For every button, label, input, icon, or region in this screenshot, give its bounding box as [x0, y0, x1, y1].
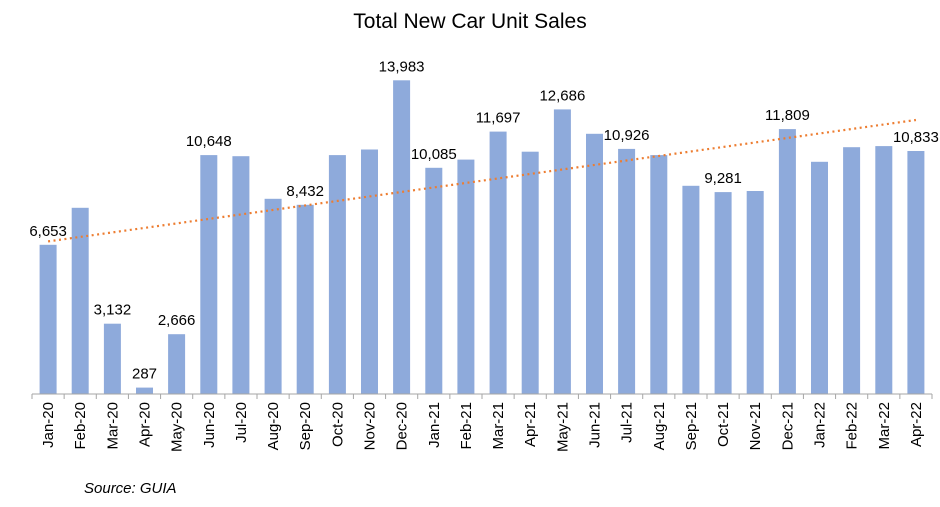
bar-Jun-21 [586, 133, 603, 395]
bar-Dec-20 [393, 80, 411, 395]
bar-Jun-20 [200, 155, 218, 394]
bar-May-20 [168, 334, 186, 394]
bar-Sep-20 [296, 204, 314, 394]
bar-Feb-22 [843, 147, 861, 394]
data-label-May-20: 2,666 [158, 312, 196, 329]
data-label-Jan-20: 6,653 [29, 223, 67, 240]
data-label-Jun-20: 10,648 [186, 133, 232, 150]
bar-Aug-21 [650, 155, 668, 394]
chart-title: Total New Car Unit Sales [353, 10, 587, 33]
x-tick-label-Mar-22: Mar-22 [876, 402, 893, 450]
bar-Jul-21 [618, 148, 636, 394]
bar-Apr-20 [136, 387, 153, 394]
bar-Sep-21 [682, 185, 700, 394]
x-tick-label-Nov-20: Nov-20 [362, 402, 379, 450]
x-tick-label-Sep-21: Sep-21 [683, 402, 700, 450]
bar-Jan-22 [811, 161, 828, 394]
x-tick-label-Oct-20: Oct-20 [329, 402, 346, 447]
data-label-Jul-21: 10,926 [604, 127, 650, 144]
data-label-Oct-21: 9,281 [704, 170, 742, 187]
x-tick-label-Apr-22: Apr-22 [908, 402, 925, 447]
bar-Apr-21 [521, 151, 539, 394]
data-label-Dec-20: 13,983 [379, 58, 425, 75]
x-tick-label-Dec-21: Dec-21 [779, 402, 796, 450]
x-tick-label-Apr-20: Apr-20 [137, 402, 154, 447]
x-tick-label-Jul-20: Jul-20 [233, 402, 250, 443]
x-tick-label-Apr-21: Apr-21 [522, 402, 539, 447]
x-tick-label-Aug-21: Aug-21 [651, 402, 668, 450]
bar-Apr-22 [907, 151, 925, 394]
x-tick-label-Feb-22: Feb-22 [844, 402, 861, 450]
x-tick-label-Jan-21: Jan-21 [426, 402, 443, 448]
x-tick-label-Oct-21: Oct-21 [715, 402, 732, 447]
bar-May-21 [553, 109, 571, 395]
data-label-Apr-22: 10,833 [893, 129, 939, 146]
bar-Aug-20 [264, 198, 282, 394]
x-tick-label-Sep-20: Sep-20 [297, 402, 314, 450]
x-tick-label-Nov-21: Nov-21 [747, 402, 764, 450]
source-note: Source: GUIA [84, 480, 177, 497]
bar-Nov-21 [746, 191, 764, 394]
x-tick-label-Mar-21: Mar-21 [490, 402, 507, 450]
x-tick-label-Jun-20: Jun-20 [201, 402, 218, 448]
bar-Nov-20 [361, 149, 378, 394]
bar-Feb-21 [457, 159, 475, 394]
x-tick-label-Mar-20: Mar-20 [104, 402, 121, 450]
bar-Jan-21 [425, 167, 443, 394]
x-tick-label-Dec-20: Dec-20 [394, 402, 411, 450]
data-label-Jan-21: 10,085 [411, 146, 457, 163]
data-label-May-21: 12,686 [539, 87, 585, 104]
x-tick-label-May-20: May-20 [169, 402, 186, 452]
bar-Mar-21 [489, 131, 507, 394]
x-tick-label-Jun-21: Jun-21 [587, 402, 604, 448]
x-tick-label-Feb-20: Feb-20 [72, 402, 89, 450]
data-label-Apr-20: 287 [132, 366, 157, 383]
bar-Dec-21 [778, 129, 796, 394]
data-label-Mar-20: 3,132 [94, 302, 132, 319]
bar-Mar-22 [875, 146, 893, 394]
bar-Jan-20 [39, 244, 57, 394]
bar-Jul-20 [232, 156, 250, 394]
x-tick-label-May-21: May-21 [554, 402, 571, 452]
bar-Oct-20 [328, 155, 346, 394]
data-label-Mar-21: 11,697 [476, 110, 521, 127]
x-tick-label-Aug-20: Aug-20 [265, 402, 282, 450]
x-tick-label-Feb-21: Feb-21 [458, 402, 475, 450]
bar-Feb-20 [71, 207, 89, 394]
x-tick-label-Jan-20: Jan-20 [40, 402, 57, 448]
x-tick-label-Jan-22: Jan-22 [812, 402, 829, 448]
bar-Oct-21 [714, 192, 732, 394]
bar-Mar-20 [103, 323, 121, 394]
data-label-Dec-21: 11,809 [765, 107, 810, 124]
x-tick-label-Jul-21: Jul-21 [619, 402, 636, 443]
data-label-Sep-20: 8,432 [286, 183, 324, 200]
